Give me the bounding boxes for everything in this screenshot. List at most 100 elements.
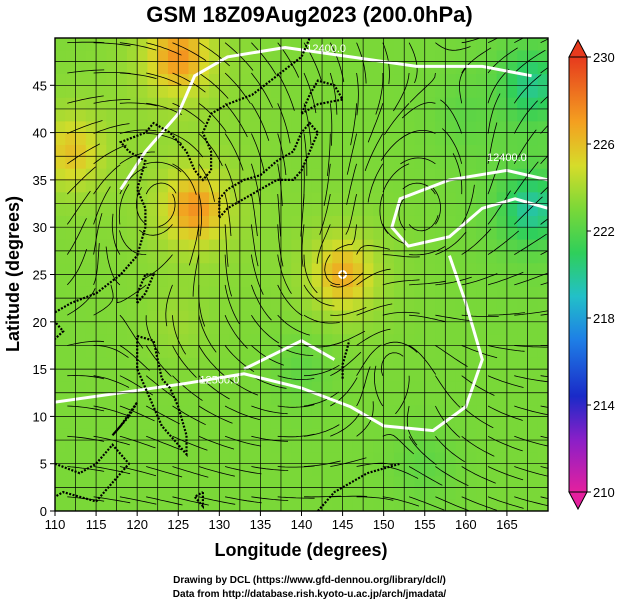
contour-label: 12400.0 [306, 43, 346, 55]
streamline [400, 130, 436, 140]
streamline [165, 284, 173, 327]
streamline [93, 243, 100, 286]
streamline [146, 42, 182, 56]
streamline [93, 375, 130, 388]
streamline [408, 466, 443, 486]
streamline [251, 375, 287, 389]
x-tick-label: 130 [208, 517, 230, 532]
x-tick-label: 140 [291, 517, 313, 532]
streamline [198, 435, 235, 450]
streamline [119, 314, 144, 349]
streamline [67, 95, 104, 104]
streamline [119, 345, 150, 371]
streamline [367, 103, 384, 143]
streamline [277, 375, 315, 380]
colorbar-min-arrow [568, 491, 588, 511]
streamline [277, 133, 287, 176]
x-tick-label: 155 [414, 517, 436, 532]
streamline [146, 102, 182, 115]
chart-title: GSM 18Z09Aug2023 (200.0hPa) [146, 2, 473, 27]
streamline [487, 405, 523, 421]
streamline [93, 466, 131, 475]
streamline [356, 303, 393, 316]
colorbar-tick-label: 226 [593, 137, 615, 152]
streamline [514, 405, 548, 416]
streamline [395, 375, 410, 415]
streamline [356, 328, 391, 346]
streamline [172, 315, 187, 355]
streamline [224, 254, 232, 297]
contour-label: 12500.0 [199, 374, 239, 386]
streamline [119, 496, 157, 505]
streamline [67, 405, 105, 412]
coastline [111, 401, 139, 437]
streamline [119, 102, 157, 107]
streamline [198, 194, 202, 237]
streamline [303, 284, 335, 307]
y-tick-label: 10 [33, 409, 47, 424]
x-tick-label: 165 [496, 517, 518, 532]
y-tick-label: 20 [33, 315, 47, 330]
colorbar-tick-label: 214 [593, 398, 615, 413]
streamline [540, 67, 548, 74]
streamline [409, 280, 447, 286]
streamline [198, 466, 235, 477]
streamline [303, 133, 308, 176]
streamline [435, 345, 468, 367]
streamline [375, 72, 384, 115]
streamline [513, 161, 539, 195]
streamline [93, 42, 131, 47]
streamline [514, 233, 547, 255]
streamline [441, 128, 463, 164]
streamline [146, 435, 182, 451]
streamline [188, 224, 200, 266]
y-tick-label: 0 [40, 504, 47, 519]
streamline [487, 312, 525, 316]
y-axis: 0 5 10 15 20 25 30 35 40 45 [33, 78, 55, 519]
streamline [458, 64, 470, 104]
streamline [514, 196, 543, 225]
streamline [251, 224, 259, 267]
streamline [251, 405, 288, 415]
streamline [251, 284, 272, 321]
streamline [330, 495, 368, 498]
streamline [192, 254, 200, 297]
streamline [514, 310, 548, 316]
x-tick-label: 120 [126, 517, 148, 532]
streamline [67, 340, 105, 346]
streamline [356, 366, 371, 407]
coastline [192, 491, 204, 510]
streamline [93, 144, 127, 165]
streamline [514, 38, 525, 44]
contour-label: 12400.0 [487, 152, 527, 164]
x-tick-label: 150 [373, 517, 395, 532]
streamline [384, 103, 410, 136]
coastline [218, 121, 320, 219]
y-tick-label: 45 [33, 78, 47, 93]
streamline [382, 163, 410, 193]
streamline [461, 314, 499, 317]
streamline [408, 42, 418, 84]
streamline [198, 496, 236, 505]
streamline [356, 496, 394, 501]
streamline [487, 466, 524, 481]
streamline [400, 157, 436, 165]
streamline [330, 307, 367, 316]
coastline [136, 334, 188, 458]
colorbar: 210 214 218 222 226 230 [568, 38, 615, 511]
streamline [382, 433, 415, 455]
streamline [145, 182, 177, 195]
streamline [461, 184, 475, 225]
streamline [330, 412, 361, 437]
streamline [461, 496, 497, 511]
streamline [540, 250, 548, 255]
credit-drawing: Drawing by DCL (https://www.gfd-dennou.o… [173, 575, 446, 586]
streamline [513, 74, 542, 104]
streamline [251, 72, 273, 108]
streamline [329, 72, 338, 115]
streamline [435, 42, 471, 51]
y-tick-label: 5 [40, 457, 47, 472]
streamline [139, 224, 173, 236]
streamline [119, 375, 154, 396]
streamline [514, 375, 548, 383]
